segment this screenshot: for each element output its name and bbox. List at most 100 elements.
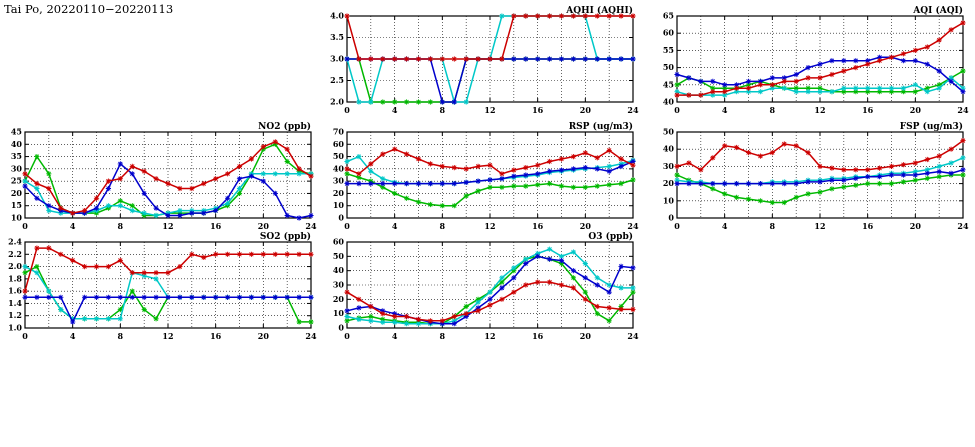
y-tick-label: 10 — [663, 195, 675, 205]
y-tick-label: 60 — [663, 28, 675, 38]
x-tick-label: 24 — [305, 331, 317, 341]
series-markers-red — [674, 138, 966, 173]
x-tick-label: 20 — [910, 221, 922, 231]
chart-title-so2: SO2 (ppb) — [260, 231, 311, 242]
plot-frame — [24, 241, 312, 329]
x-tick-label: 24 — [305, 221, 317, 231]
y-tick-label: 0 — [338, 213, 344, 223]
x-tick-label: 20 — [258, 331, 270, 341]
y-tick-label: 15 — [11, 200, 22, 210]
series-markers-blue — [22, 294, 314, 325]
x-tick-label: 16 — [210, 221, 222, 231]
y-tick-label: 65 — [663, 11, 674, 21]
x-tick-label: 8 — [440, 221, 446, 231]
y-tick-label: 2.5 — [330, 75, 344, 85]
x-tick-label: 16 — [532, 105, 544, 115]
y-tick-label: 10 — [11, 213, 23, 223]
y-tick-label: 1.0 — [8, 323, 22, 333]
x-tick-label: 8 — [440, 105, 446, 115]
x-tick-label: 4 — [392, 221, 398, 231]
x-tick-label: 4 — [70, 221, 76, 231]
y-tick-label: 20 — [333, 294, 345, 304]
y-tick-label: 25 — [11, 176, 22, 186]
x-tick-label: 8 — [440, 331, 446, 341]
y-tick-label: 2.0 — [8, 261, 22, 271]
y-tick-label: 70 — [333, 127, 345, 137]
y-tick-label: 40 — [663, 97, 675, 107]
x-tick-label: 20 — [580, 105, 592, 115]
chart-title-rsp: RSP (ug/m3) — [569, 121, 633, 132]
y-tick-label: 40 — [663, 144, 675, 154]
series-markers-red — [344, 146, 636, 177]
y-tick-label: 3.0 — [330, 54, 344, 64]
chart-aqhi: 0 4 8 12 16 20 24 2.0 2.5 3.0 3.5 4.0 AQHI (AQHI) — [322, 2, 642, 117]
x-tick-label: 0 — [674, 221, 680, 231]
y-tick-label: 30 — [11, 163, 23, 173]
chart-title-fsp: FSP (ug/m3) — [900, 121, 963, 132]
y-tick-label: 0 — [668, 213, 674, 223]
series-line-red — [346, 148, 634, 175]
x-tick-label: 16 — [532, 221, 544, 231]
chart-canvas-o3: 0 4 8 12 16 20 24 0 10 20 30 40 50 60 O3 (ppb) — [333, 231, 639, 341]
y-tick-label: 1.8 — [8, 273, 22, 283]
x-tick-label: 8 — [118, 331, 124, 341]
y-tick-label: 60 — [333, 237, 345, 247]
x-tick-label: 4 — [70, 331, 76, 341]
chart-o3: 0 4 8 12 16 20 24 0 10 20 30 40 50 60 O3 (ppb) — [322, 228, 642, 343]
x-tick-label: 4 — [392, 331, 398, 341]
series-markers-red — [22, 245, 314, 294]
x-tick-label: 4 — [392, 105, 398, 115]
y-tick-label: 30 — [333, 280, 345, 290]
x-tick-label: 12 — [484, 221, 495, 231]
x-tick-label: 4 — [722, 221, 728, 231]
x-tick-label: 16 — [210, 331, 222, 341]
y-tick-label: 40 — [333, 265, 345, 275]
y-tick-label: 30 — [333, 176, 345, 186]
x-tick-label: 20 — [910, 105, 922, 115]
y-tick-label: 50 — [333, 151, 345, 161]
y-tick-label: 1.4 — [8, 298, 22, 308]
x-tick-label: 4 — [722, 105, 728, 115]
x-tick-label: 12 — [484, 331, 495, 341]
plot-frame — [346, 241, 634, 329]
series-markers-blue — [344, 158, 636, 187]
series-line-blue — [24, 162, 312, 219]
series-markers-blue — [674, 167, 966, 187]
y-tick-label: 3.5 — [330, 32, 344, 42]
x-tick-label: 8 — [770, 221, 776, 231]
y-tick-label: 0 — [338, 323, 344, 333]
x-tick-label: 0 — [22, 221, 28, 231]
chart-canvas-aqi: 0 4 8 12 16 20 24 40 45 50 55 60 65 AQI (AQI) — [663, 5, 969, 115]
y-tick-label: 2.4 — [8, 237, 22, 247]
x-tick-label: 16 — [862, 221, 874, 231]
x-tick-label: 20 — [258, 221, 270, 231]
x-tick-label: 8 — [770, 105, 776, 115]
x-tick-label: 16 — [862, 105, 874, 115]
y-tick-label: 20 — [11, 188, 23, 198]
x-tick-label: 16 — [532, 331, 544, 341]
chart-title-no2: NO2 (ppb) — [258, 121, 311, 132]
y-tick-label: 50 — [663, 62, 675, 72]
x-tick-label: 12 — [484, 105, 495, 115]
y-tick-label: 10 — [333, 308, 345, 318]
x-tick-label: 24 — [957, 221, 969, 231]
y-tick-label: 55 — [663, 45, 674, 55]
x-tick-label: 0 — [22, 331, 28, 341]
y-tick-label: 60 — [333, 139, 345, 149]
chart-rsp: 0 4 8 12 16 20 24 0 10 20 30 40 50 60 70 RSP (ug/m3) — [322, 118, 642, 233]
x-tick-label: 0 — [344, 221, 350, 231]
chart-canvas-rsp: 0 4 8 12 16 20 24 0 10 20 30 40 50 60 70 RSP (ug/m3) — [333, 121, 639, 231]
chart-canvas-so2: 0 4 8 12 16 20 24 1.0 1.2 1.4 1.6 1.8 2.0 2.2 2.4 SO2 (… — [8, 231, 317, 341]
y-tick-label: 50 — [333, 251, 345, 261]
plot-frame — [676, 15, 964, 103]
x-tick-label: 0 — [344, 331, 350, 341]
page-title: Tai Po, 20220110−20220113 — [4, 2, 174, 16]
series-markers-red — [344, 279, 636, 324]
x-tick-label: 24 — [627, 331, 639, 341]
y-tick-label: 45 — [11, 127, 22, 137]
y-tick-label: 1.6 — [8, 286, 22, 296]
chart-title-aqhi: AQHI (AQHI) — [565, 5, 633, 16]
chart-canvas-fsp: 0 4 8 12 16 20 24 0 10 20 30 40 50 FSP (ug/m3) — [663, 121, 969, 231]
series-markers-red — [344, 13, 636, 62]
x-tick-label: 12 — [162, 221, 173, 231]
